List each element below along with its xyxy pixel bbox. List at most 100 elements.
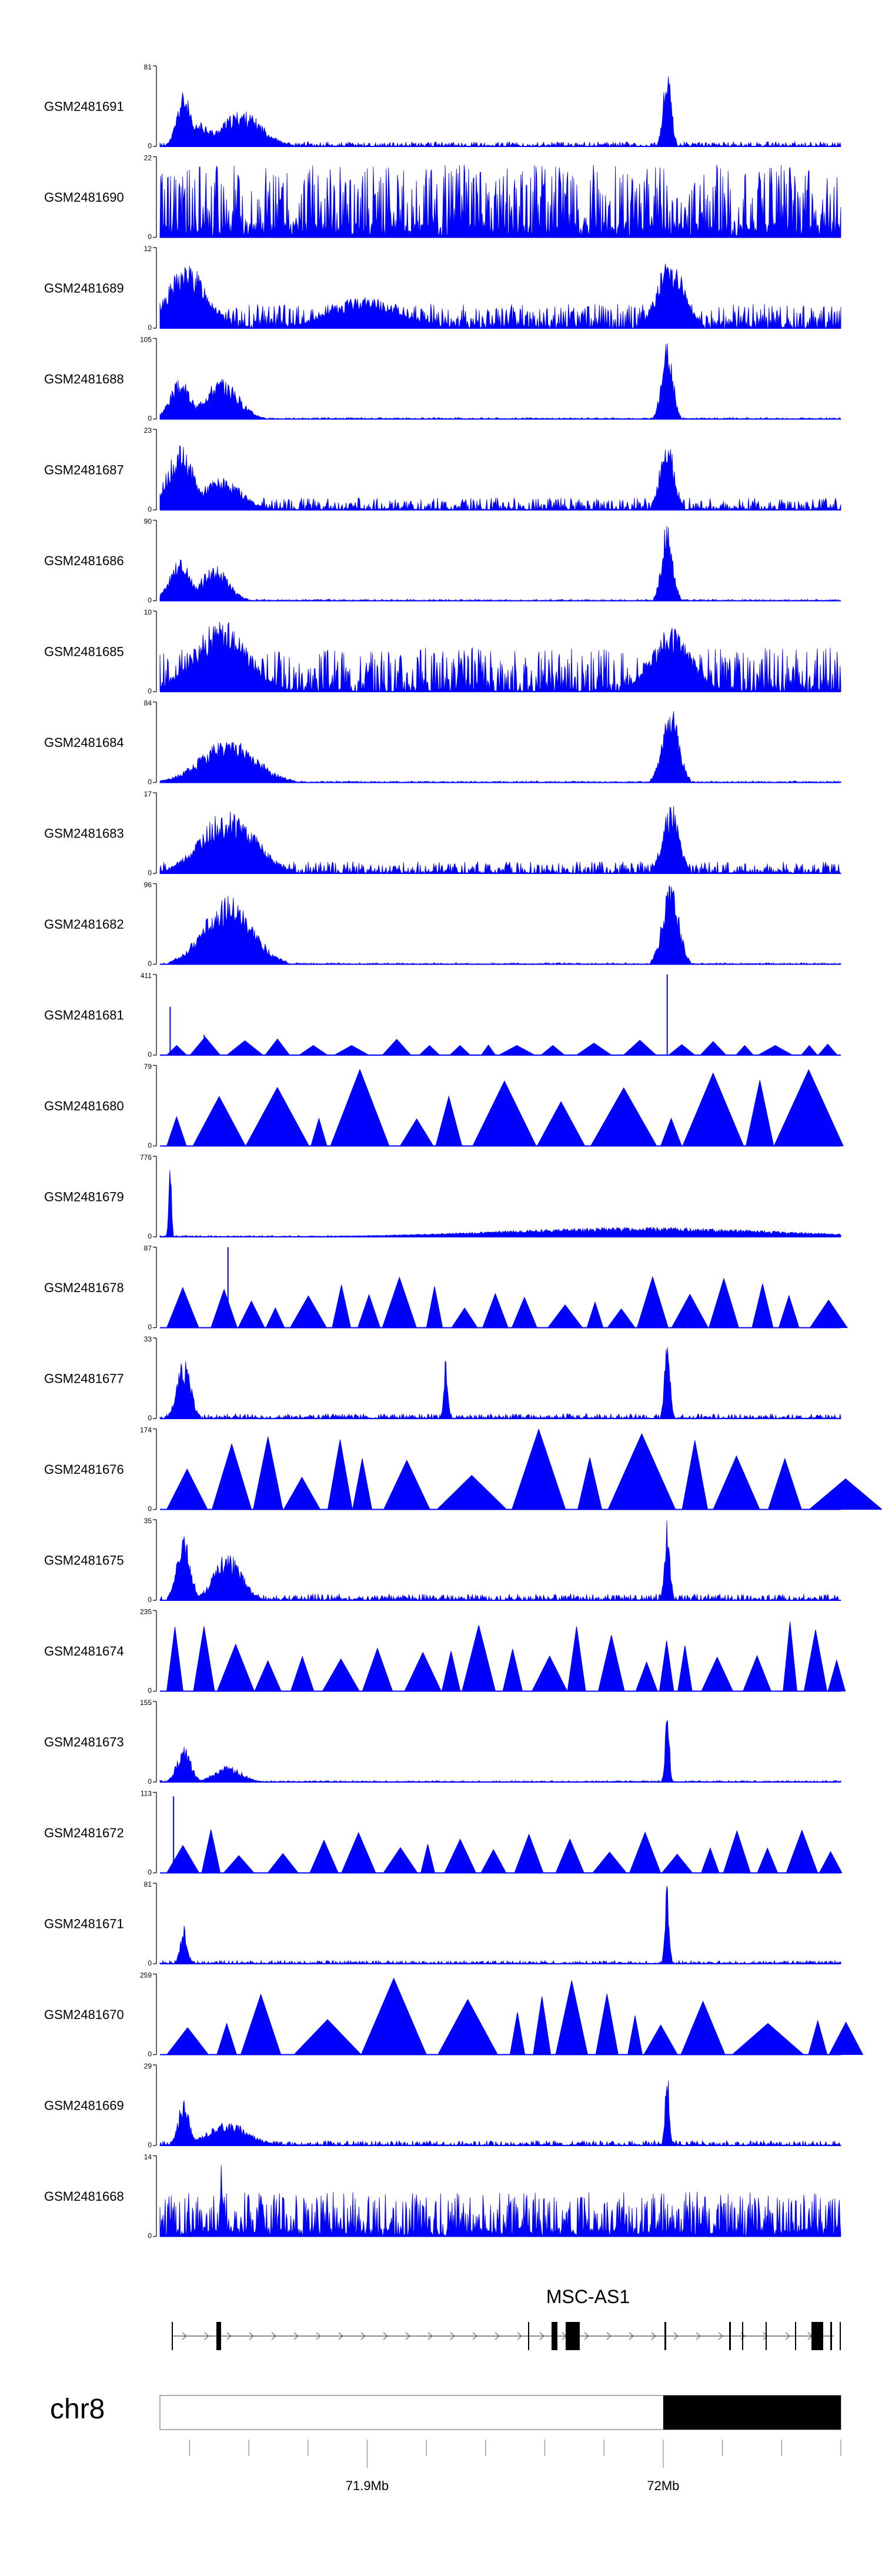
coverage-track: GSM2481687 23 0	[44, 426, 841, 513]
coverage-area	[159, 711, 841, 783]
y-axis-max-label: 84	[144, 699, 152, 708]
track-label: GSM2481675	[44, 1553, 124, 1568]
track-label: GSM2481689	[44, 281, 124, 296]
strand-arrow-icon	[651, 2332, 656, 2340]
y-axis-min-label: 0	[148, 1414, 152, 1422]
axis-tick-label: 72Mb	[647, 2478, 679, 2493]
gene-exon	[811, 2322, 823, 2350]
gene-exon	[172, 2322, 173, 2350]
coverage-area	[159, 2165, 841, 2237]
y-axis-min-label: 0	[148, 1687, 152, 1695]
y-axis-max-label: 22	[144, 154, 152, 162]
gene-model-track: MSC-AS1	[172, 2286, 841, 2350]
coverage-track: GSM2481683 17 0	[44, 790, 841, 877]
coverage-track: GSM2481685 10 0	[44, 608, 841, 695]
y-axis-min-label: 0	[148, 2232, 152, 2240]
strand-arrow-icon	[249, 2332, 254, 2340]
strand-arrow-icon	[338, 2332, 343, 2340]
chromosome-label: chr8	[50, 2394, 105, 2425]
coverage-area	[159, 343, 841, 420]
track-label: GSM2481690	[44, 190, 124, 205]
track-label: GSM2481682	[44, 917, 124, 932]
coverage-area	[159, 76, 841, 148]
y-axis-min-label: 0	[148, 960, 152, 968]
coverage-area	[160, 1621, 846, 1691]
gene-exon	[216, 2322, 221, 2350]
y-axis-max-label: 12	[144, 245, 152, 253]
coverage-area	[159, 526, 841, 602]
y-axis-max-label: 155	[140, 1699, 152, 1707]
strand-arrow-icon	[785, 2332, 790, 2340]
coverage-tracks: GSM2481691810GSM2481690220GSM2481689120G…	[44, 63, 882, 2240]
strand-arrow-icon	[204, 2332, 209, 2340]
coverage-area	[159, 1347, 841, 1420]
y-axis-max-label: 776	[140, 1153, 152, 1162]
y-axis-min-label: 0	[148, 1959, 152, 1967]
coverage-area	[159, 445, 841, 511]
y-axis-min-label: 0	[148, 415, 152, 423]
y-axis-min-label: 0	[148, 1777, 152, 1786]
track-label: GSM2481688	[44, 372, 124, 386]
coverage-area	[160, 1069, 844, 1146]
axis-tick-label: 71.9Mb	[346, 2478, 389, 2493]
track-label: GSM2481669	[44, 2098, 124, 2113]
gene-exon	[742, 2322, 743, 2350]
gene-exon	[528, 2322, 529, 2350]
coverage-track: GSM2481684 84 0	[44, 699, 841, 786]
y-axis-max-label: 113	[141, 1790, 152, 1798]
gene-exon	[552, 2322, 557, 2350]
strand-arrow-icon	[539, 2332, 544, 2340]
y-axis-max-label: 411	[141, 972, 152, 980]
gene-exon	[795, 2322, 796, 2350]
strand-arrow-icon	[606, 2332, 612, 2340]
coverage-track: GSM2481668 14 0	[44, 2153, 841, 2240]
y-axis-min-label: 0	[148, 596, 152, 605]
gene-exon	[729, 2322, 731, 2350]
coverage-track: GSM2481669 29 0	[44, 2062, 841, 2149]
coverage-area	[159, 1520, 841, 1601]
track-label: GSM2481685	[44, 645, 124, 659]
strand-arrow-icon	[517, 2332, 522, 2340]
track-label: GSM2481683	[44, 826, 124, 841]
gene-exon	[566, 2322, 580, 2350]
y-axis-min-label: 0	[148, 1868, 152, 1877]
coverage-area	[159, 885, 841, 965]
track-label: GSM2481686	[44, 553, 124, 568]
y-axis-min-label: 0	[148, 1050, 152, 1059]
coverage-track: GSM2481677 33 0	[44, 1335, 841, 1422]
y-axis-max-label: 87	[144, 1244, 152, 1253]
track-label: GSM2481681	[44, 1008, 124, 1023]
track-label: GSM2481684	[44, 735, 124, 750]
y-axis-max-label: 105	[140, 336, 152, 344]
track-label: GSM2481668	[44, 2189, 124, 2204]
y-axis-min-label: 0	[148, 1596, 152, 1604]
strand-arrow-icon	[629, 2332, 634, 2340]
strand-arrow-icon	[763, 2332, 768, 2340]
track-label: GSM2481670	[44, 2007, 124, 2022]
y-axis-min-label: 0	[148, 2141, 152, 2149]
strand-arrow-icon	[696, 2332, 701, 2340]
y-axis-min-label: 0	[148, 505, 152, 513]
coverage-track: GSM2481680 79 0	[44, 1063, 844, 1150]
y-axis-max-label: 79	[144, 1063, 152, 1071]
y-axis-min-label: 0	[148, 233, 152, 241]
coverage-track: GSM2481689 12 0	[44, 245, 841, 332]
y-axis-min-label: 0	[148, 687, 152, 695]
y-axis-max-label: 10	[144, 608, 152, 616]
strand-arrow-icon	[450, 2332, 455, 2340]
y-axis-max-label: 35	[144, 1517, 152, 1525]
strand-arrow-icon	[383, 2332, 388, 2340]
coverage-area	[160, 1829, 843, 1873]
track-label: GSM2481679	[44, 1190, 124, 1204]
coverage-track: GSM2481675 35 0	[44, 1517, 841, 1604]
coverage-area	[159, 1170, 841, 1237]
coverage-track: GSM2481671 81 0	[44, 1880, 841, 1967]
track-label: GSM2481687	[44, 463, 124, 478]
y-axis-max-label: 33	[144, 1335, 152, 1343]
track-label: GSM2481691	[44, 99, 124, 114]
strand-arrow-icon	[226, 2332, 232, 2340]
coverage-track: GSM2481673 155 0	[44, 1699, 841, 1786]
track-label: GSM2481674	[44, 1644, 124, 1659]
chromosome-band-dark	[663, 2395, 841, 2430]
track-label: GSM2481680	[44, 1099, 124, 1113]
